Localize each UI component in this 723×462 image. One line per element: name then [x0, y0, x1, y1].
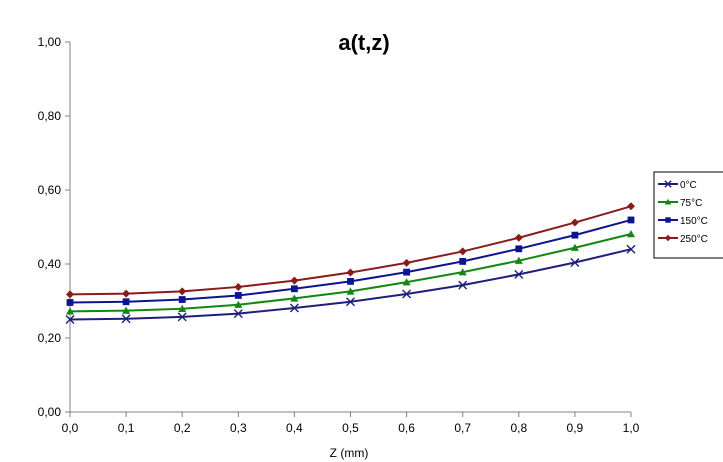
data-point	[178, 287, 187, 296]
data-point	[664, 180, 672, 188]
marker-stroke	[626, 244, 636, 254]
data-point	[346, 268, 355, 277]
y-tick-label: 0,00	[38, 405, 62, 419]
data-point	[626, 244, 636, 254]
data-point	[403, 268, 410, 276]
x-tick-label: 0,1	[118, 421, 135, 435]
legend-item: 0°C	[658, 180, 697, 191]
series	[65, 244, 636, 324]
x-tick-label: 0,4	[286, 421, 303, 435]
legend-label: 150°C	[680, 216, 708, 227]
x-tick-label: 0,2	[174, 421, 191, 435]
marker-stroke	[346, 297, 355, 307]
data-point	[234, 292, 242, 299]
data-point	[347, 277, 354, 285]
legend-item: 75°C	[658, 198, 702, 209]
marker-stroke	[289, 303, 299, 313]
x-tick-label: 0,0	[62, 421, 79, 435]
data-point	[178, 304, 187, 312]
marker-stroke	[514, 269, 524, 279]
data-point	[66, 307, 74, 315]
data-point	[627, 216, 635, 224]
data-point	[402, 278, 411, 286]
data-point	[346, 297, 355, 307]
marker-stroke	[664, 180, 672, 188]
data-point	[459, 258, 467, 265]
x-tick-label: 0,8	[510, 421, 527, 435]
data-point	[627, 202, 635, 211]
y-tick-label: 1,00	[38, 35, 62, 49]
legend-item: 250°C	[658, 234, 708, 245]
marker-stroke	[458, 280, 468, 290]
legend-label: 250°C	[680, 234, 708, 245]
data-point	[122, 289, 131, 298]
y-tick-label: 0,20	[38, 331, 62, 345]
data-point	[570, 258, 580, 268]
data-point	[289, 303, 299, 313]
marker-stroke	[570, 258, 580, 268]
y-tick-label: 0,60	[38, 183, 62, 197]
data-point	[177, 312, 187, 322]
data-point	[627, 230, 635, 238]
axes: 0,00 0,20 0,40 0,60 0,80 1,00 0,0 0,1 0,2 0,3 0,4 0…	[38, 35, 640, 435]
marker-stroke	[233, 309, 243, 319]
plot-series	[65, 202, 636, 324]
legend: 0°C 75°C 150°C 250°C	[653, 171, 723, 259]
data-point	[514, 233, 523, 242]
data-point	[122, 298, 130, 306]
marker-stroke	[121, 314, 131, 324]
series	[66, 230, 635, 315]
data-point	[121, 314, 131, 324]
x-tick-label: 0,6	[398, 421, 415, 435]
data-point	[402, 289, 412, 299]
legend-label: 75°C	[680, 198, 702, 209]
y-tick-label: 0,80	[38, 109, 62, 123]
x-tick-label: 0,7	[454, 421, 471, 435]
data-point	[290, 294, 299, 302]
data-point	[570, 218, 579, 227]
data-point	[664, 234, 672, 242]
data-point	[402, 258, 411, 267]
data-point	[234, 282, 243, 291]
data-point	[664, 198, 672, 205]
data-point	[234, 300, 243, 308]
data-point	[515, 245, 523, 253]
x-tick-label: 0,3	[230, 421, 247, 435]
x-axis-title: Z (mm)	[330, 446, 369, 460]
data-point	[514, 269, 524, 279]
data-point	[66, 299, 74, 306]
x-tick-label: 1,0	[623, 421, 640, 435]
data-point	[291, 285, 298, 293]
y-tick-label: 0,40	[38, 257, 62, 271]
x-tick-label: 0,9	[567, 421, 584, 435]
series	[66, 216, 635, 306]
data-point	[233, 309, 243, 319]
data-point	[458, 268, 467, 276]
legend-item: 150°C	[658, 216, 708, 227]
data-point	[514, 256, 523, 264]
marker-stroke	[65, 315, 75, 324]
marker-stroke	[402, 289, 412, 299]
data-point	[346, 287, 355, 295]
marker-stroke	[177, 312, 187, 322]
data-point	[571, 231, 579, 239]
data-point	[458, 247, 467, 256]
data-point	[570, 243, 579, 251]
data-point	[178, 296, 186, 303]
data-point	[66, 290, 74, 299]
data-point	[290, 276, 299, 285]
legend-label: 0°C	[680, 180, 697, 191]
x-tick-label: 0,5	[342, 421, 359, 435]
chart-title: a(t,z)	[338, 30, 389, 55]
data-point	[665, 217, 671, 223]
data-point	[122, 306, 131, 314]
data-point	[65, 315, 75, 324]
data-point	[458, 280, 468, 290]
series	[66, 202, 635, 299]
